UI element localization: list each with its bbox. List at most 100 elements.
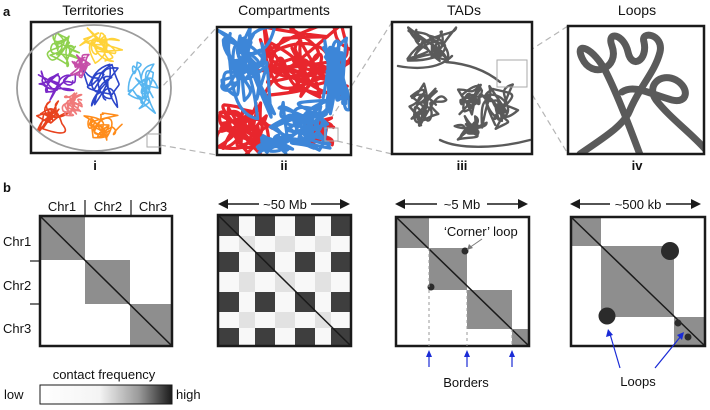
checker-cell (255, 312, 275, 328)
compartments-panel (215, 25, 353, 157)
col-label-chr2: Chr2 (94, 199, 122, 214)
loop-dot-small-1 (674, 319, 682, 327)
checker-cell (331, 272, 351, 292)
border-arrows (426, 350, 515, 367)
tad-1 (406, 26, 458, 63)
checker-cell (315, 252, 331, 272)
checker-cell (218, 292, 239, 312)
checker-cell (295, 215, 315, 236)
checker-cell (331, 236, 351, 252)
compartment-b-4 (217, 27, 277, 121)
checker-cell (275, 236, 295, 252)
contact-frequency-colorbar: contact frequency low high (4, 367, 201, 405)
corner-loop-label: ‘Corner’ loop (444, 224, 518, 239)
checker-cell (239, 328, 255, 346)
checker-cell (239, 252, 255, 272)
checker-cell (239, 272, 255, 292)
tad-5 (453, 115, 488, 141)
compartment-b-5 (268, 98, 332, 152)
checker-cell (255, 236, 275, 252)
corner-loop-dot (461, 247, 469, 255)
title-tads: TADs (447, 2, 481, 18)
checker-cell (275, 252, 295, 272)
numeral-i: i (93, 158, 97, 173)
checker-cell (315, 328, 331, 346)
checker-cell (218, 236, 239, 252)
panel-a-letter: a (3, 4, 11, 19)
checker-cell (331, 292, 351, 312)
checker-cell (295, 312, 315, 328)
tads-panel (390, 20, 534, 156)
checker-cell (255, 328, 275, 346)
checker-cell (331, 312, 351, 328)
numeral-iii: iii (457, 158, 468, 173)
col-label-chr3: Chr3 (139, 199, 167, 214)
checker-cell (239, 215, 255, 236)
checker-cell (295, 272, 315, 292)
loops-panel (566, 24, 706, 156)
territory-2 (83, 112, 123, 141)
territory-5 (37, 70, 77, 101)
checker-cell (218, 312, 239, 328)
loop-matrix: ~500 kb (569, 196, 707, 348)
checker-cell (239, 292, 255, 312)
checker-cell (239, 312, 255, 328)
scale-5mb: ~5 Mb (444, 197, 481, 212)
title-compartments: Compartments (238, 2, 330, 18)
territory-9 (70, 53, 91, 79)
territory-1 (34, 100, 71, 136)
checker-cell (331, 252, 351, 272)
checker-cell (255, 292, 275, 312)
tad-3 (456, 83, 485, 116)
loop-dot-large-2 (598, 307, 616, 325)
scale-50mb: ~50 Mb (263, 197, 307, 212)
compartment-checkerboard: ~50 Mb (216, 196, 353, 348)
loop-dot-large-1 (661, 242, 679, 260)
loop-strand-2 (618, 74, 704, 153)
checker-cell (315, 272, 331, 292)
checker-cell (315, 292, 331, 312)
tad-matrix: ~5 Mb ‘Corner’ loop (394, 196, 531, 348)
checker-cell (315, 215, 331, 236)
checker-cell (218, 252, 239, 272)
colorbar-high: high (176, 387, 201, 402)
territory-7 (127, 61, 159, 114)
scale-500kb: ~500 kb (615, 197, 662, 212)
col-label-chr1: Chr1 (48, 199, 76, 214)
row-label-chr3: Chr3 (3, 321, 31, 336)
panel-b-letter: b (3, 180, 11, 195)
borders-label: Borders (443, 375, 489, 390)
checker-cell (331, 215, 351, 236)
territory-4 (79, 27, 124, 64)
checker-cell (218, 328, 239, 346)
checker-cell (315, 312, 331, 328)
colorbar-title: contact frequency (53, 367, 156, 382)
checker-cell (295, 252, 315, 272)
loops-label: Loops (620, 374, 656, 389)
territories-panel (16, 20, 172, 155)
numeral-ii: ii (280, 158, 287, 173)
checker-cell (295, 236, 315, 252)
checker-cell (275, 215, 295, 236)
numeral-iv: iv (632, 158, 644, 173)
compartment-b-6 (321, 36, 351, 116)
row-label-chr2: Chr2 (3, 278, 31, 293)
row-label-chr1: Chr1 (3, 234, 31, 249)
checker-cell (275, 328, 295, 346)
checker-cell (218, 272, 239, 292)
tad-2 (408, 82, 448, 127)
checker-cell (255, 272, 275, 292)
title-loops: Loops (618, 2, 656, 18)
loops-arrows (606, 329, 684, 369)
chromosome-matrix: Chr1 Chr2 Chr3 Chr1 Chr2 Chr3 (3, 199, 174, 348)
colorbar-low: low (4, 387, 24, 402)
checker-cell (275, 312, 295, 328)
checker-cell (275, 292, 295, 312)
territory-3 (46, 30, 81, 68)
loop-dot-small-2 (684, 333, 692, 341)
territory-6 (80, 63, 120, 109)
territory-8 (61, 92, 83, 117)
tad-4 (480, 83, 520, 130)
border-guides (428, 248, 513, 346)
